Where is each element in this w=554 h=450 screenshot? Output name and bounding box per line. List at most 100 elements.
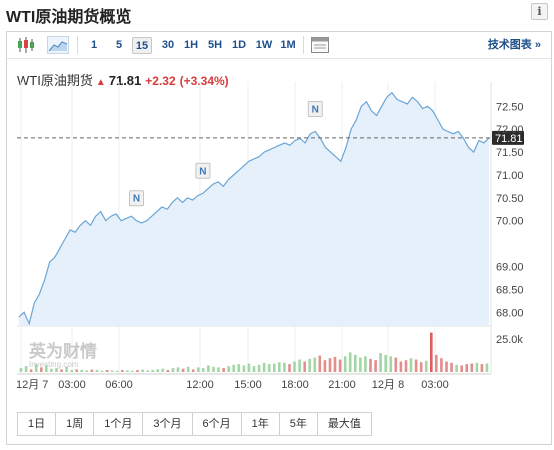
news-marker — [307, 100, 323, 117]
toolbar-divider — [77, 36, 78, 54]
volume-bar — [414, 359, 418, 372]
volume-bar — [293, 361, 296, 372]
volume-bar — [70, 370, 73, 372]
interval-button-1w[interactable]: 1W — [255, 39, 273, 51]
volume-bar — [404, 360, 408, 372]
volume-bar — [278, 362, 281, 372]
last-price: 71.81 — [108, 73, 142, 88]
volume-bar — [146, 370, 149, 372]
toolbar-divider — [303, 36, 304, 54]
y-tick-label: 68.00 — [496, 307, 524, 319]
period-button-1[interactable]: 1周 — [56, 413, 95, 435]
info-icon[interactable]: i — [531, 3, 548, 20]
volume-bar — [126, 370, 129, 372]
period-button-5[interactable]: 1年 — [241, 413, 280, 435]
interval-button-1[interactable]: 1 — [90, 39, 98, 51]
period-button-3[interactable]: 3个月 — [143, 413, 193, 435]
volume-bar — [424, 360, 428, 372]
volume-bar — [343, 356, 347, 373]
volume-bar — [399, 361, 403, 372]
period-button-7[interactable]: 最大值 — [317, 413, 371, 435]
volume-bar — [354, 354, 357, 372]
volume-bar — [186, 366, 190, 373]
volume-bar — [121, 370, 124, 372]
price-change: +2.32 — [145, 74, 176, 88]
volume-bar — [419, 362, 423, 372]
volume-bar — [90, 369, 94, 372]
volume-bar — [465, 364, 468, 372]
watermark-logo: 英为财情 — [29, 341, 97, 362]
settings-panel-icon[interactable] — [310, 36, 330, 54]
x-tick-label: 03:00 — [421, 379, 449, 391]
volume-bar — [191, 369, 195, 372]
volume-bar — [34, 364, 38, 372]
instrument-name: WTI原油期货 — [17, 73, 93, 88]
chart-toolbar: 1 5 15 30 1H 5H 1D 1W 1M 技术图表 » — [7, 32, 551, 59]
interval-button-5[interactable]: 5 — [115, 39, 123, 51]
news-marker-label: N — [312, 104, 319, 115]
volume-bar — [115, 370, 119, 372]
volume-bar — [247, 363, 251, 372]
volume-bar — [328, 358, 332, 372]
price-line — [18, 91, 490, 326]
period-button-0[interactable]: 1日 — [18, 413, 57, 435]
interval-button-30[interactable]: 30 — [161, 39, 175, 51]
last-price-tag — [492, 130, 524, 145]
volume-bar — [227, 366, 230, 372]
x-tick-label: 18:00 — [281, 379, 309, 391]
volume-bar — [217, 367, 220, 372]
interval-button-15[interactable]: 15 — [132, 37, 152, 54]
news-marker-label: N — [199, 166, 206, 177]
interval-button-5h[interactable]: 5H — [207, 39, 223, 51]
interval-button-1m[interactable]: 1M — [280, 39, 296, 51]
up-arrow-icon: ▲ — [95, 77, 106, 88]
volume-bar — [237, 364, 241, 372]
volume-bar — [65, 366, 68, 373]
x-tick-label: 03:00 — [58, 379, 86, 391]
x-tick-label: 12月 7 — [16, 379, 48, 391]
y-tick-label: 70.00 — [496, 216, 524, 228]
volume-bar — [364, 356, 367, 373]
volume-bar — [24, 366, 28, 372]
x-tick-label: 12:00 — [186, 379, 214, 391]
period-button-4[interactable]: 6个月 — [192, 413, 242, 435]
volume-bar — [40, 367, 43, 372]
volume-bar — [338, 359, 342, 372]
interval-button-1h[interactable]: 1H — [183, 39, 199, 51]
volume-bar — [283, 362, 286, 372]
period-button-6[interactable]: 5年 — [279, 413, 318, 435]
price-chart[interactable]: 71.81 72.50 72.00 71.50 71.00 70.50 70.00 69.00… — [7, 32, 553, 407]
technical-chart-link[interactable]: 技术图表 » — [487, 39, 541, 51]
volume-bar — [318, 355, 322, 372]
volume-bar — [485, 363, 489, 372]
volume-bar — [470, 363, 474, 372]
price-change-percent: (+3.34%) — [179, 74, 229, 88]
volume-bar — [323, 360, 327, 372]
volume-bar — [435, 354, 438, 372]
volume-bar — [151, 370, 154, 372]
volume-bar — [445, 361, 448, 372]
period-selector: 1日 1周 1个月 3个月 6个月 1年 5年 最大值 — [17, 412, 372, 436]
volume-bar — [348, 352, 352, 372]
volume-bar — [267, 364, 271, 372]
volume-bar — [257, 364, 261, 372]
watermark-logo-sub: Investing.com — [29, 360, 79, 369]
volume-bar — [222, 368, 225, 372]
y-tick-label: 69.00 — [496, 262, 524, 274]
volume-bar — [384, 354, 387, 372]
area-chart-icon[interactable] — [47, 36, 69, 54]
volume-bar — [50, 368, 53, 372]
period-button-2[interactable]: 1个月 — [94, 413, 144, 435]
volume-bar — [80, 370, 84, 372]
volume-bar — [252, 366, 256, 372]
volume-bar — [409, 358, 413, 372]
interval-button-1d[interactable]: 1D — [231, 39, 247, 51]
volume-bar — [455, 364, 458, 372]
volume-bar — [29, 369, 33, 372]
volume-bar — [100, 370, 104, 372]
volume-bar — [298, 359, 301, 372]
y-tick-label: 68.50 — [496, 284, 524, 296]
y-tick-label: 71.00 — [496, 170, 524, 182]
candlestick-icon[interactable] — [15, 36, 37, 54]
volume-bar — [55, 368, 58, 372]
